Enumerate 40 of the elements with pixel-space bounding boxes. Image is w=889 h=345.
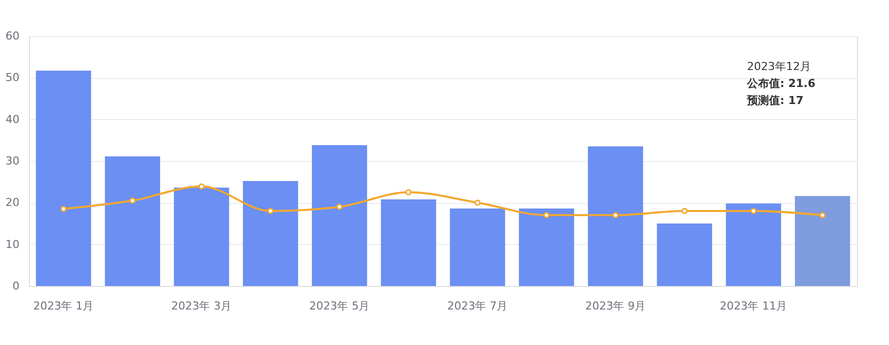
y-tick-label: 0	[12, 280, 20, 292]
point	[612, 212, 619, 218]
annotation: 公布值: 21.6	[746, 77, 816, 90]
point	[474, 200, 481, 206]
point	[336, 204, 343, 210]
y-tick-label: 40	[6, 112, 20, 126]
bar	[726, 204, 782, 286]
bar	[380, 199, 436, 286]
bar	[174, 188, 230, 286]
point	[543, 212, 550, 218]
x-tick-label: 2023年 7月	[447, 300, 508, 312]
bar	[794, 196, 850, 286]
x-tick-label: 2023年 9月	[585, 300, 646, 312]
annotation: 预测值: 17	[746, 94, 804, 107]
x-tick-label: 2023年 1月	[33, 300, 94, 312]
x-tick-label: 2023年 3月	[171, 300, 232, 312]
point	[750, 208, 757, 214]
point	[405, 189, 412, 196]
y-tick-label: 10	[6, 238, 20, 251]
bar	[104, 156, 160, 286]
y-tick-label: 50	[6, 71, 20, 84]
point	[60, 206, 67, 212]
x-tick-label: 2023年 5月	[309, 300, 370, 312]
point	[681, 208, 688, 214]
bar	[656, 224, 712, 286]
x-tick-label: 2023年 11月	[720, 300, 788, 312]
bar	[518, 208, 574, 286]
y-tick-label: 60	[6, 30, 20, 42]
point	[819, 212, 826, 218]
bar	[36, 70, 92, 286]
bar	[242, 181, 298, 286]
point	[129, 197, 136, 204]
point	[198, 183, 205, 190]
bar	[588, 146, 644, 286]
bar	[450, 208, 506, 286]
point	[267, 208, 274, 214]
annotation: 2023年12月	[747, 60, 811, 73]
y-tick-label: 30	[6, 154, 20, 168]
y-tick-label: 20	[6, 196, 20, 210]
bar	[312, 145, 368, 286]
